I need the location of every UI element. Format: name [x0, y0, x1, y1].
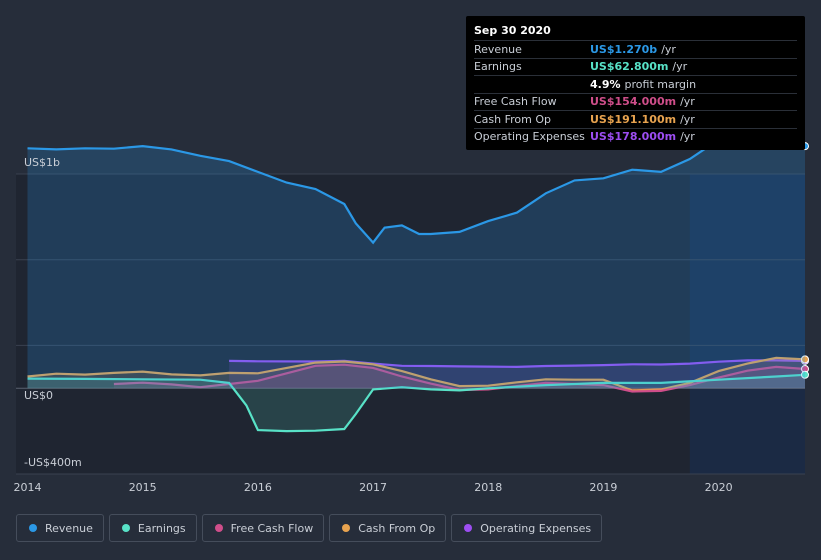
- forecast-highlight: [689, 174, 805, 474]
- x-tick-label: 2019: [589, 481, 617, 494]
- legend-dot-icon: [121, 524, 130, 532]
- legend-label: Cash From Op: [358, 521, 436, 535]
- y-label-bottom: -US$400m: [24, 456, 82, 469]
- free-cash-flow-area: [113, 364, 805, 392]
- tooltip-label: Free Cash Flow: [474, 95, 557, 109]
- tooltip-row: Earnings US$62.800m/yr: [474, 57, 797, 76]
- tooltip-label: Earnings: [474, 60, 522, 74]
- cash-from-op-line: [27, 356, 806, 392]
- tooltip-label: Cash From Op: [474, 112, 552, 126]
- x-tick-label: 2014: [14, 481, 42, 494]
- tooltip-row: Free Cash Flow US$154.000m/yr: [474, 92, 797, 111]
- legend-label: Operating Expenses: [480, 521, 592, 535]
- x-tick-label: 2015: [129, 481, 157, 494]
- tooltip-row: 4.9% profit margin: [474, 75, 797, 93]
- legend-dot-icon: [464, 524, 473, 532]
- tooltip-unit: /yr: [661, 42, 676, 56]
- legend-item-operating-expenses[interactable]: Operating Expenses: [451, 514, 603, 542]
- tooltip-value: US$178.000m: [590, 130, 677, 144]
- revenue-area: [27, 134, 805, 389]
- legend-label: Revenue: [45, 521, 93, 535]
- tooltip-row: Revenue US$1.270b/yr: [474, 40, 797, 58]
- tooltip-value: 4.9%: [590, 77, 621, 91]
- legend-item-cash-from-op[interactable]: Cash From Op: [329, 514, 447, 542]
- tooltip-unit: /yr: [680, 130, 695, 144]
- plot-background: [16, 174, 805, 474]
- tooltip-value: US$154.000m: [590, 95, 677, 109]
- tooltip-unit: /yr: [680, 95, 695, 109]
- tooltip-label: Revenue: [474, 42, 522, 56]
- legend-label: Earnings: [137, 521, 186, 535]
- x-tick-label: 2017: [359, 481, 387, 494]
- tooltip-value: US$62.800m: [590, 60, 669, 74]
- earnings-line: [27, 373, 806, 433]
- tooltip-unit: profit margin: [624, 77, 697, 91]
- tooltip-row: Operating Expenses US$178.000m/yr: [474, 127, 797, 146]
- tooltip-value: US$191.100m: [590, 112, 677, 126]
- tooltip-date: Sep 30 2020: [474, 24, 551, 37]
- legend-dot-icon: [29, 524, 37, 532]
- y-label-top: US$1b: [24, 156, 60, 169]
- legend-label: Free Cash Flow: [230, 521, 314, 535]
- x-tick-label: 2016: [244, 481, 272, 494]
- tooltip-unit: /yr: [680, 112, 695, 126]
- earnings-end-marker: [801, 370, 809, 379]
- legend-item-free-cash-flow[interactable]: Free Cash Flow: [201, 514, 325, 542]
- earnings-area: [27, 374, 805, 432]
- legend-item-earnings[interactable]: Earnings: [108, 514, 197, 542]
- x-tick-label: 2020: [705, 481, 733, 494]
- tooltip: Sep 30 2020 Revenue US$1.270b/yr Earnings U…: [466, 16, 805, 150]
- tooltip-value: US$1.270b: [590, 42, 658, 56]
- tooltip-unit: /yr: [672, 60, 688, 74]
- cash-from-op-end-marker: [801, 355, 809, 364]
- tooltip-label: Operating Expenses: [474, 130, 585, 144]
- tooltip-row: Cash From Op US$191.100m/yr: [474, 110, 797, 128]
- financial-chart: US$1b US$0 -US$400m 2014 2015 2016 2017 2018…: [14, 133, 809, 494]
- x-tick-label: 2018: [474, 481, 502, 494]
- legend-item-revenue[interactable]: Revenue: [16, 514, 104, 542]
- revenue-line: [27, 133, 806, 245]
- legend: Revenue Earnings Free Cash Flow Cash From O…: [16, 514, 607, 542]
- y-label-zero: US$0: [24, 389, 53, 402]
- legend-dot-icon: [214, 524, 223, 532]
- legend-dot-icon: [342, 524, 351, 532]
